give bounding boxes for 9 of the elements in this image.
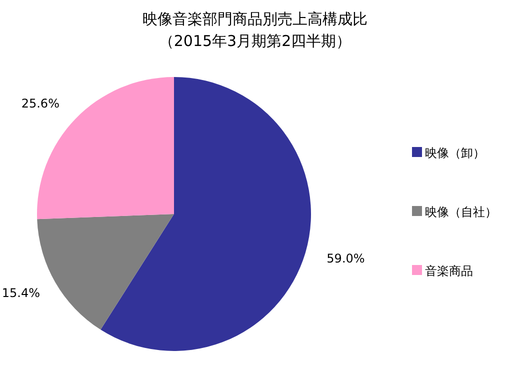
- data-label: 15.4%: [2, 286, 40, 300]
- legend-label: 音楽商品: [425, 264, 473, 278]
- chart-title: 映像音楽部門商品別売上高構成比: [142, 10, 368, 28]
- data-label: 59.0%: [326, 251, 365, 266]
- data-label: 25.6%: [21, 96, 60, 111]
- legend-label: 映像（自社）: [425, 205, 497, 219]
- legend-label: 映像（卸）: [425, 146, 485, 160]
- chart-subtitle: （2015年3月期第2四半期）: [158, 32, 352, 50]
- pie-slice: [100, 77, 311, 351]
